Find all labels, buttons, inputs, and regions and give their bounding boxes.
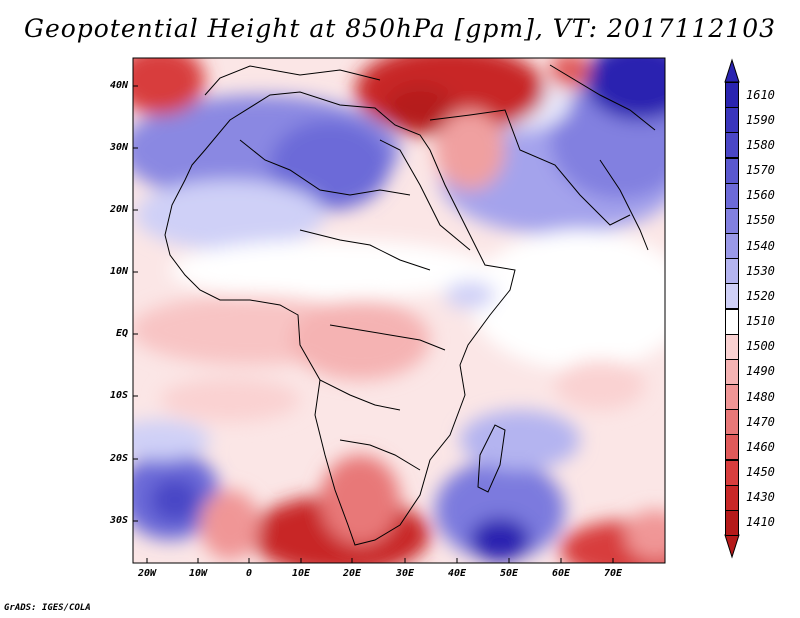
colorbar-label: 1460 xyxy=(746,439,775,454)
lon-label: 10E xyxy=(291,568,311,579)
colorbar-swatch xyxy=(725,333,739,360)
colorbar-label: 1500 xyxy=(746,339,775,354)
lat-label: 20N xyxy=(109,204,128,215)
height-field xyxy=(133,58,665,563)
colorbar-label: 1580 xyxy=(746,137,775,152)
lon-label: 60E xyxy=(551,568,571,579)
lon-label: 30E xyxy=(395,568,415,579)
colorbar-swatch xyxy=(725,107,739,134)
colorbar-swatch xyxy=(725,182,739,209)
lon-label: 20W xyxy=(137,568,157,579)
colorbar-label: 1530 xyxy=(746,263,775,278)
colorbar-swatch xyxy=(725,409,739,436)
colorbar-top-arrow xyxy=(724,58,740,83)
colorbar-label: 1480 xyxy=(746,389,775,404)
colorbar-label: 1470 xyxy=(746,414,775,429)
lat-label: 10S xyxy=(109,390,128,401)
lon-label: 40E xyxy=(447,568,467,579)
colorbar-label: 1610 xyxy=(746,87,775,102)
colorbar-swatch xyxy=(725,308,739,335)
lon-label: 0 xyxy=(245,568,253,579)
colorbar-label: 1410 xyxy=(746,515,775,530)
colorbar-swatch xyxy=(725,509,739,536)
colorbar-label: 1560 xyxy=(746,188,775,203)
colorbar-label: 1540 xyxy=(746,238,775,253)
lat-label: 20S xyxy=(109,453,128,464)
lat-label: 10N xyxy=(109,266,128,277)
colorbar-bottom-arrow xyxy=(724,534,740,559)
lat-label: 30N xyxy=(109,142,128,153)
colorbar-label: 1520 xyxy=(746,288,775,303)
lon-label: 10W xyxy=(188,568,208,579)
colorbar-swatch xyxy=(725,459,739,486)
colorbar-label: 1590 xyxy=(746,112,775,127)
colorbar-swatch xyxy=(725,82,739,109)
colorbar-swatch xyxy=(725,434,739,461)
colorbar-label: 1510 xyxy=(746,314,775,329)
lat-label: 30S xyxy=(109,515,128,526)
colorbar-label: 1490 xyxy=(746,364,775,379)
colorbar-swatch xyxy=(725,207,739,234)
lat-label: EQ xyxy=(115,328,128,339)
colorbar-swatch xyxy=(725,258,739,285)
colorbar-swatch xyxy=(725,283,739,310)
lat-label: 40N xyxy=(109,80,128,91)
credit-label: GrADS: IGES/COLA xyxy=(4,603,91,613)
axis-ticks xyxy=(133,85,614,563)
lon-label: 70E xyxy=(603,568,623,579)
lon-label: 20E xyxy=(342,568,362,579)
colorbar-swatch xyxy=(725,233,739,260)
lon-label: 50E xyxy=(499,568,519,579)
colorbar-label: 1570 xyxy=(746,163,775,178)
colorbar-swatch xyxy=(725,484,739,511)
colorbar-swatch xyxy=(725,157,739,184)
colorbar-swatch xyxy=(725,384,739,411)
map-title: Geopotential Height at 850hPa [gpm], VT:… xyxy=(23,14,777,43)
colorbar-label: 1450 xyxy=(746,465,775,480)
colorbar-swatch xyxy=(725,132,739,159)
coastlines xyxy=(164,64,656,546)
colorbar-swatch xyxy=(725,358,739,385)
colorbar-label: 1550 xyxy=(746,213,775,228)
colorbar-label: 1430 xyxy=(746,490,775,505)
